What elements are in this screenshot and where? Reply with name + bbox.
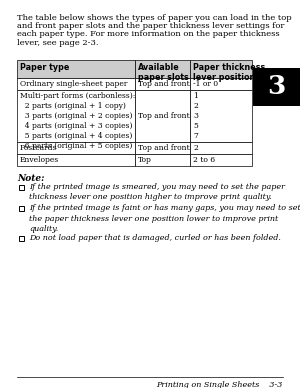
Bar [19,206,24,211]
Bar [135,90,190,142]
Text: -1 or 0: -1 or 0 [193,80,218,88]
Bar [190,154,252,166]
Bar [190,90,252,142]
Text: 1
2
3
5
7: 1 2 3 5 7 [193,92,198,140]
Bar [135,142,190,154]
Text: Paper type: Paper type [20,62,69,71]
Text: Top and front: Top and front [138,144,190,152]
Text: Top: Top [138,156,152,164]
Bar [190,142,252,154]
Text: If the printed image is smeared, you may need to set the paper
thickness lever o: If the printed image is smeared, you may… [29,183,285,201]
Text: each paper type. For more information on the paper thickness: each paper type. For more information on… [17,30,280,38]
Bar [17,90,135,142]
Bar [190,78,252,90]
Text: 2 to 6: 2 to 6 [193,156,215,164]
Text: Envelopes: Envelopes [20,156,59,164]
Text: and front paper slots and the paper thickness lever settings for: and front paper slots and the paper thic… [17,22,284,30]
Text: Top and front: Top and front [138,112,190,120]
Text: Postcards: Postcards [20,144,57,152]
Text: Top and front: Top and front [138,80,190,88]
Bar [190,60,252,78]
Bar [253,68,300,106]
Bar [17,60,135,78]
Text: Available
paper slots: Available paper slots [138,62,189,82]
Text: Paper thickness
lever position: Paper thickness lever position [193,62,265,82]
Text: lever, see page 2-3.: lever, see page 2-3. [17,38,98,47]
Bar [19,185,24,189]
Text: If the printed image is faint or has many gaps, you may need to set
the paper th: If the printed image is faint or has man… [29,204,300,233]
Text: Multi-part forms (carbonless):
  2 parts (original + 1 copy)
  3 parts (original: Multi-part forms (carbonless): 2 parts (… [20,92,135,149]
Text: The table below shows the types of paper you can load in the top: The table below shows the types of paper… [17,14,292,22]
Text: 2: 2 [193,144,198,152]
Text: Ordinary single-sheet paper: Ordinary single-sheet paper [20,80,128,88]
Bar [135,154,190,166]
Text: 3: 3 [267,74,286,99]
Text: Note:: Note: [17,174,44,183]
Bar [135,78,190,90]
Bar [19,236,24,241]
Bar [17,142,135,154]
Text: Printing on Single Sheets    3-3: Printing on Single Sheets 3-3 [157,381,283,388]
Bar [17,78,135,90]
Bar [17,154,135,166]
Text: Do not load paper that is damaged, curled or has been folded.: Do not load paper that is damaged, curle… [29,234,281,242]
Bar [135,60,190,78]
